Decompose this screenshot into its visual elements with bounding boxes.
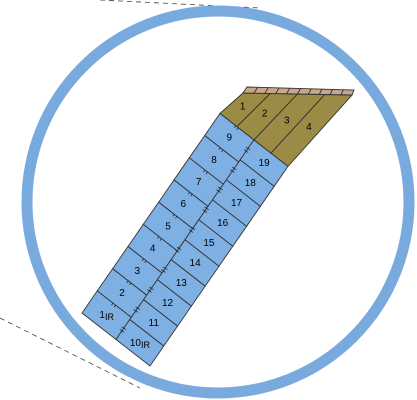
top-strip-tick xyxy=(340,89,344,95)
top-strip-tick xyxy=(275,87,280,94)
cell-right-tick xyxy=(133,309,139,313)
top-strip-tick xyxy=(264,87,269,94)
top-cell-label-2: 2 xyxy=(262,109,268,120)
cell-right-tick xyxy=(174,249,180,253)
cell-left-label-8: 8 xyxy=(211,155,217,166)
cell-left-label-7: 7 xyxy=(196,177,202,188)
top-strip-tick xyxy=(253,87,259,94)
top-strip-tick xyxy=(286,88,291,94)
cell-right-label-8: 17 xyxy=(231,198,243,209)
cell-right-tick xyxy=(202,209,208,213)
cell-right-tick xyxy=(190,226,196,231)
top-strip-tick xyxy=(318,88,323,95)
cell-right-tick xyxy=(230,169,235,173)
cell-right-tick xyxy=(149,286,154,291)
cell-right-label-6: 15 xyxy=(203,238,215,249)
bottom-dashed-line xyxy=(0,317,141,389)
cell-right-tick xyxy=(188,229,194,233)
cell-left-label-1: 1IR xyxy=(99,310,114,322)
cell-right-tick xyxy=(147,289,152,293)
top-edge-strip xyxy=(242,86,355,96)
cell-right-tick xyxy=(218,186,223,191)
top-strip-tick xyxy=(329,89,333,95)
cell-right-tick xyxy=(135,306,140,311)
cell-left-label-4: 4 xyxy=(150,244,156,255)
cell-right-label-2: 11 xyxy=(149,318,160,329)
cell-right-label-10: 19 xyxy=(259,158,271,169)
cell-right-label-1: 10IR xyxy=(130,338,151,350)
cell-left-label-9: 9 xyxy=(227,133,233,144)
cell-left-label-6: 6 xyxy=(181,199,187,210)
cell-right-tick xyxy=(204,206,209,211)
top-cell-label-4: 4 xyxy=(306,122,312,133)
cell-right-tick xyxy=(121,326,127,330)
cell-left-label-3: 3 xyxy=(135,266,141,277)
cell-right-tick xyxy=(231,166,237,171)
cell-right-tick xyxy=(162,266,168,271)
top-cell-label-1: 1 xyxy=(240,102,246,113)
circular-frame xyxy=(21,5,415,399)
cell-right-tick xyxy=(245,146,251,151)
cell-right-label-5: 14 xyxy=(190,258,202,269)
cell-left-label-2: 2 xyxy=(119,288,125,299)
cell-right-tick xyxy=(243,149,249,153)
cell-right-label-7: 16 xyxy=(217,218,229,229)
top-strip-tick xyxy=(308,88,312,95)
cell-right-tick xyxy=(161,269,166,273)
cell-right-tick xyxy=(176,246,182,251)
cell-right-label-4: 13 xyxy=(176,278,188,289)
cell-right-tick xyxy=(216,189,221,193)
cell-right-label-3: 12 xyxy=(162,298,174,309)
cell-right-label-9: 18 xyxy=(245,178,257,189)
top-cell-label-3: 3 xyxy=(284,115,290,126)
cell-right-tick xyxy=(119,329,125,333)
top-strip-tick xyxy=(297,88,301,95)
cell-left-label-5: 5 xyxy=(165,221,171,232)
